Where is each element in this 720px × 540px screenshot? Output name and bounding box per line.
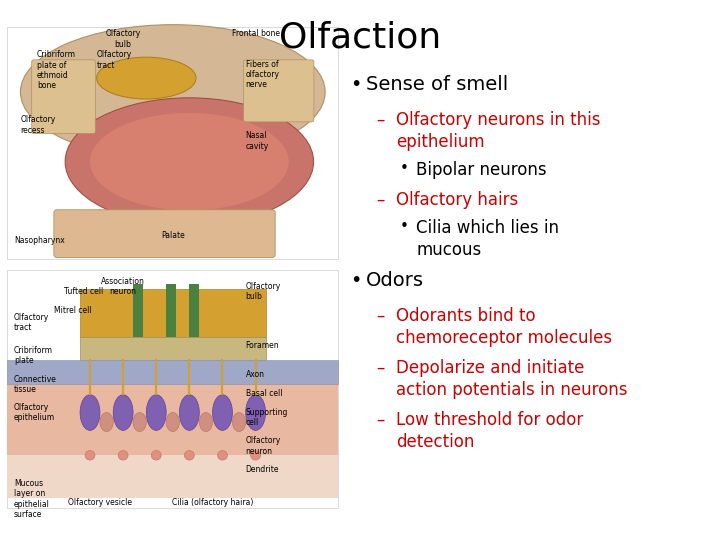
Text: –: – (376, 411, 384, 429)
Ellipse shape (217, 450, 228, 460)
Ellipse shape (113, 395, 133, 430)
Ellipse shape (146, 395, 166, 430)
FancyBboxPatch shape (32, 60, 95, 133)
Text: •: • (350, 75, 361, 94)
Text: Frontal bone: Frontal bone (232, 29, 279, 38)
Ellipse shape (246, 395, 266, 430)
Text: Odors: Odors (366, 271, 424, 290)
Text: Cilia (olfactory haira): Cilia (olfactory haira) (172, 498, 253, 507)
Text: •: • (400, 161, 409, 176)
Text: Depolarize and initiate
action potentials in neurons: Depolarize and initiate action potential… (396, 359, 628, 399)
Text: Nasal
cavity: Nasal cavity (246, 131, 269, 151)
FancyBboxPatch shape (189, 284, 199, 336)
FancyBboxPatch shape (7, 360, 338, 384)
Text: Low threshold for odor
detection: Low threshold for odor detection (396, 411, 583, 451)
FancyBboxPatch shape (7, 384, 338, 455)
Text: Olfaction: Olfaction (279, 20, 441, 54)
Text: –: – (376, 359, 384, 377)
Text: Cilia which lies in
mucous: Cilia which lies in mucous (416, 219, 559, 259)
Text: Cribriform
plate of
ethmoid
bone: Cribriform plate of ethmoid bone (37, 50, 76, 90)
FancyBboxPatch shape (7, 27, 338, 259)
Ellipse shape (233, 413, 246, 431)
Text: Mucous
layer on
epithelial
surface: Mucous layer on epithelial surface (14, 479, 50, 519)
Text: Dendrite: Dendrite (246, 465, 279, 474)
Ellipse shape (251, 450, 261, 460)
FancyBboxPatch shape (54, 210, 275, 258)
Text: –: – (376, 307, 384, 325)
Text: Olfactory
neuron: Olfactory neuron (246, 436, 281, 456)
Ellipse shape (85, 450, 95, 460)
Ellipse shape (179, 395, 199, 430)
Ellipse shape (151, 450, 161, 460)
Text: Tufted cell: Tufted cell (63, 287, 103, 295)
Text: Foramen: Foramen (246, 341, 279, 350)
Text: •: • (350, 271, 361, 290)
FancyBboxPatch shape (7, 270, 338, 508)
FancyBboxPatch shape (133, 284, 143, 336)
Text: –: – (376, 191, 384, 209)
FancyBboxPatch shape (243, 60, 314, 122)
Text: Bipolar neurons: Bipolar neurons (416, 161, 546, 179)
Text: Olfactory
tract: Olfactory tract (96, 50, 132, 70)
Text: •: • (400, 219, 409, 234)
FancyBboxPatch shape (7, 455, 338, 498)
Text: Olfactory hairs: Olfactory hairs (396, 191, 518, 209)
Ellipse shape (133, 413, 146, 431)
Text: Olfactory
bulb: Olfactory bulb (246, 282, 281, 301)
Text: Cribriform
plate: Cribriform plate (14, 346, 53, 366)
Ellipse shape (96, 57, 196, 99)
Ellipse shape (199, 413, 212, 431)
Ellipse shape (20, 25, 325, 159)
Ellipse shape (65, 98, 313, 226)
FancyBboxPatch shape (80, 289, 266, 336)
Ellipse shape (184, 450, 194, 460)
Text: Olfactory vesicle: Olfactory vesicle (68, 498, 132, 507)
Text: Olfactory
bulb: Olfactory bulb (106, 29, 140, 49)
Text: –: – (376, 111, 384, 129)
Text: Basal cell: Basal cell (246, 389, 282, 398)
Text: Mitrel cell: Mitrel cell (53, 306, 91, 315)
Ellipse shape (100, 413, 113, 431)
Text: Supporting
cell: Supporting cell (246, 408, 288, 427)
Text: Olfactory
recess: Olfactory recess (20, 115, 55, 134)
Ellipse shape (90, 113, 289, 211)
Text: Association: Association (102, 277, 145, 286)
Text: Olfactory neurons in this
epithelium: Olfactory neurons in this epithelium (396, 111, 600, 151)
Text: neuron: neuron (109, 287, 137, 295)
FancyBboxPatch shape (166, 284, 176, 336)
Text: Sense of smell: Sense of smell (366, 75, 508, 94)
Ellipse shape (80, 395, 100, 430)
Text: Palate: Palate (161, 231, 184, 240)
Text: Axon: Axon (246, 370, 265, 379)
Text: Fibers of
olfactory
nerve: Fibers of olfactory nerve (246, 59, 279, 89)
Text: Odorants bind to
chemoreceptor molecules: Odorants bind to chemoreceptor molecules (396, 307, 612, 347)
Ellipse shape (166, 413, 179, 431)
Text: Olfactory
tract: Olfactory tract (14, 313, 49, 332)
Text: Nasopharynx: Nasopharynx (14, 236, 65, 245)
FancyBboxPatch shape (80, 336, 266, 360)
Ellipse shape (118, 450, 128, 460)
Text: Olfactory
epithelium: Olfactory epithelium (14, 403, 55, 422)
Text: Connective
tissue: Connective tissue (14, 375, 57, 394)
Ellipse shape (212, 395, 233, 430)
